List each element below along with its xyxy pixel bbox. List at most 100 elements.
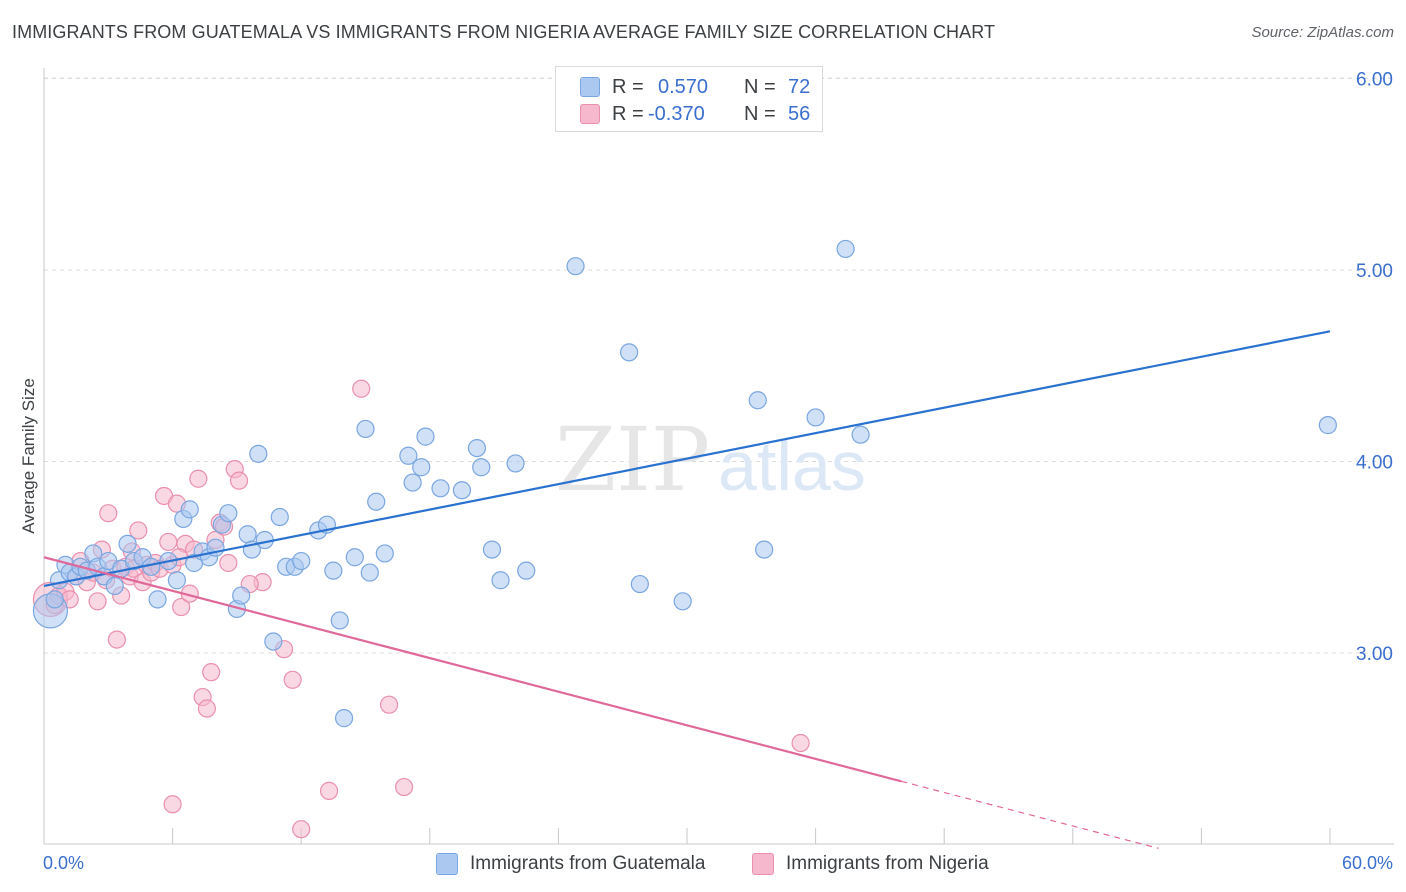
nigeria-point <box>791 733 810 753</box>
guatemala-point <box>105 576 124 596</box>
x-tick-label-max: 60.0% <box>1342 853 1393 873</box>
x-tick-label-min: 0.0% <box>43 853 84 873</box>
y-tick-label: 6.00 <box>1356 70 1393 91</box>
guatemala-point <box>467 438 487 458</box>
guatemala-point <box>219 504 238 523</box>
guatemala-point <box>330 611 349 630</box>
guatemala-point <box>517 561 536 580</box>
guatemala-point <box>292 551 311 571</box>
guatemala-point <box>45 590 64 609</box>
guatemala-point <box>167 571 186 590</box>
guatemala-point <box>148 590 167 609</box>
guatemala-point <box>748 391 767 410</box>
guatemala-point <box>238 525 257 544</box>
nigeria-point <box>229 471 249 490</box>
nigeria-legend-swatch-icon <box>752 853 774 875</box>
guatemala-point <box>851 425 870 444</box>
y-tick-label: 5.00 <box>1356 261 1393 282</box>
nigeria-point <box>319 781 339 800</box>
guatemala-point <box>452 481 472 500</box>
nigeria-legend-label: Immigrants from Nigeria <box>786 853 989 874</box>
nigeria-point <box>107 630 126 649</box>
axes <box>43 68 1394 845</box>
guatemala-point <box>249 444 268 463</box>
nigeria-point <box>189 469 208 488</box>
guatemala-point <box>345 548 364 567</box>
guatemala-trend-line <box>43 330 1331 588</box>
nigeria-point <box>352 379 371 398</box>
source-label: Source: ZipAtlas.com <box>1251 24 1394 41</box>
nigeria-point <box>129 521 148 540</box>
nigeria-swatch-icon <box>580 104 600 124</box>
guatemala-point <box>270 507 289 527</box>
guatemala-point <box>403 473 422 492</box>
chart-title: IMMIGRANTS FROM GUATEMALA VS IMMIGRANTS … <box>12 22 996 42</box>
nigeria-point <box>197 699 216 718</box>
guatemala-point <box>566 257 585 276</box>
nigeria-point <box>292 820 311 839</box>
watermark-atlas: atlas <box>718 427 866 505</box>
nigeria-point <box>219 553 238 573</box>
correlation-legend: R = 0.570 N = 72 R = -0.370 N = 56 <box>555 66 823 132</box>
guatemala-point <box>431 479 450 498</box>
y-tick-label: 3.00 <box>1356 644 1393 665</box>
guatemala-point <box>506 454 525 473</box>
guatemala-legend-swatch-icon <box>436 853 458 875</box>
series-legend-guatemala: Immigrants from Guatemala <box>436 851 705 877</box>
guatemala-point <box>334 709 354 728</box>
nigeria-point <box>163 795 182 814</box>
guatemala-point <box>360 563 379 582</box>
guatemala-point <box>482 540 502 559</box>
guatemala-point <box>673 592 692 611</box>
legend-row-nigeria: R = -0.370 N = 56 <box>580 101 810 127</box>
guatemala-point <box>356 419 375 439</box>
grid-lines <box>44 77 1394 654</box>
nigeria-point <box>172 597 191 617</box>
x-ticks <box>172 828 1331 844</box>
guatemala-point <box>375 544 394 563</box>
y-tick-label: 4.00 <box>1356 453 1393 474</box>
y-axis-title: Average Family Size <box>19 378 38 534</box>
guatemala-point <box>412 458 431 477</box>
nigeria-trend-extension <box>901 780 1159 849</box>
guatemala-point <box>264 632 283 651</box>
guatemala-point <box>472 458 491 477</box>
nigeria-point <box>283 670 302 689</box>
nigeria-r-value: -0.370 <box>648 102 705 125</box>
guatemala-point <box>836 239 855 259</box>
guatemala-point <box>367 492 386 511</box>
guatemala-r-value: 0.570 <box>658 75 709 98</box>
guatemala-n-value: 72 <box>788 75 811 98</box>
guatemala-point <box>491 571 510 590</box>
guatemala-legend-label: Immigrants from Guatemala <box>470 853 706 874</box>
watermark: ZIP atlas <box>555 408 866 511</box>
nigeria-point <box>99 504 118 523</box>
nigeria-point <box>202 663 221 682</box>
r-label: R = <box>612 102 644 125</box>
nigeria-point <box>394 777 414 797</box>
n-label: N = <box>744 75 776 98</box>
guatemala-point <box>630 574 649 594</box>
guatemala-point <box>416 427 435 446</box>
y-tick-labels: 3.00 4.00 5.00 6.00 <box>1356 70 1393 666</box>
nigeria-point <box>159 532 178 552</box>
guatemala-point <box>755 540 774 559</box>
legend-row-guatemala: R = 0.570 N = 72 <box>580 74 810 100</box>
series-legend-nigeria: Immigrants from Nigeria <box>752 851 989 877</box>
n-label: N = <box>744 102 776 125</box>
guatemala-point <box>232 586 251 605</box>
nigeria-point <box>379 695 399 714</box>
nigeria-trend-line <box>43 556 902 783</box>
guatemala-point <box>806 408 825 427</box>
nigeria-point <box>88 592 107 611</box>
nigeria-n-value: 56 <box>788 102 811 125</box>
guatemala-point <box>399 446 418 465</box>
r-label: R = <box>612 75 644 98</box>
trend-lines <box>43 330 1331 849</box>
guatemala-point <box>118 534 137 553</box>
guatemala-point <box>1318 416 1337 435</box>
guatemala-point <box>180 500 199 519</box>
guatemala-points <box>32 239 1337 728</box>
guatemala-point <box>324 561 343 580</box>
